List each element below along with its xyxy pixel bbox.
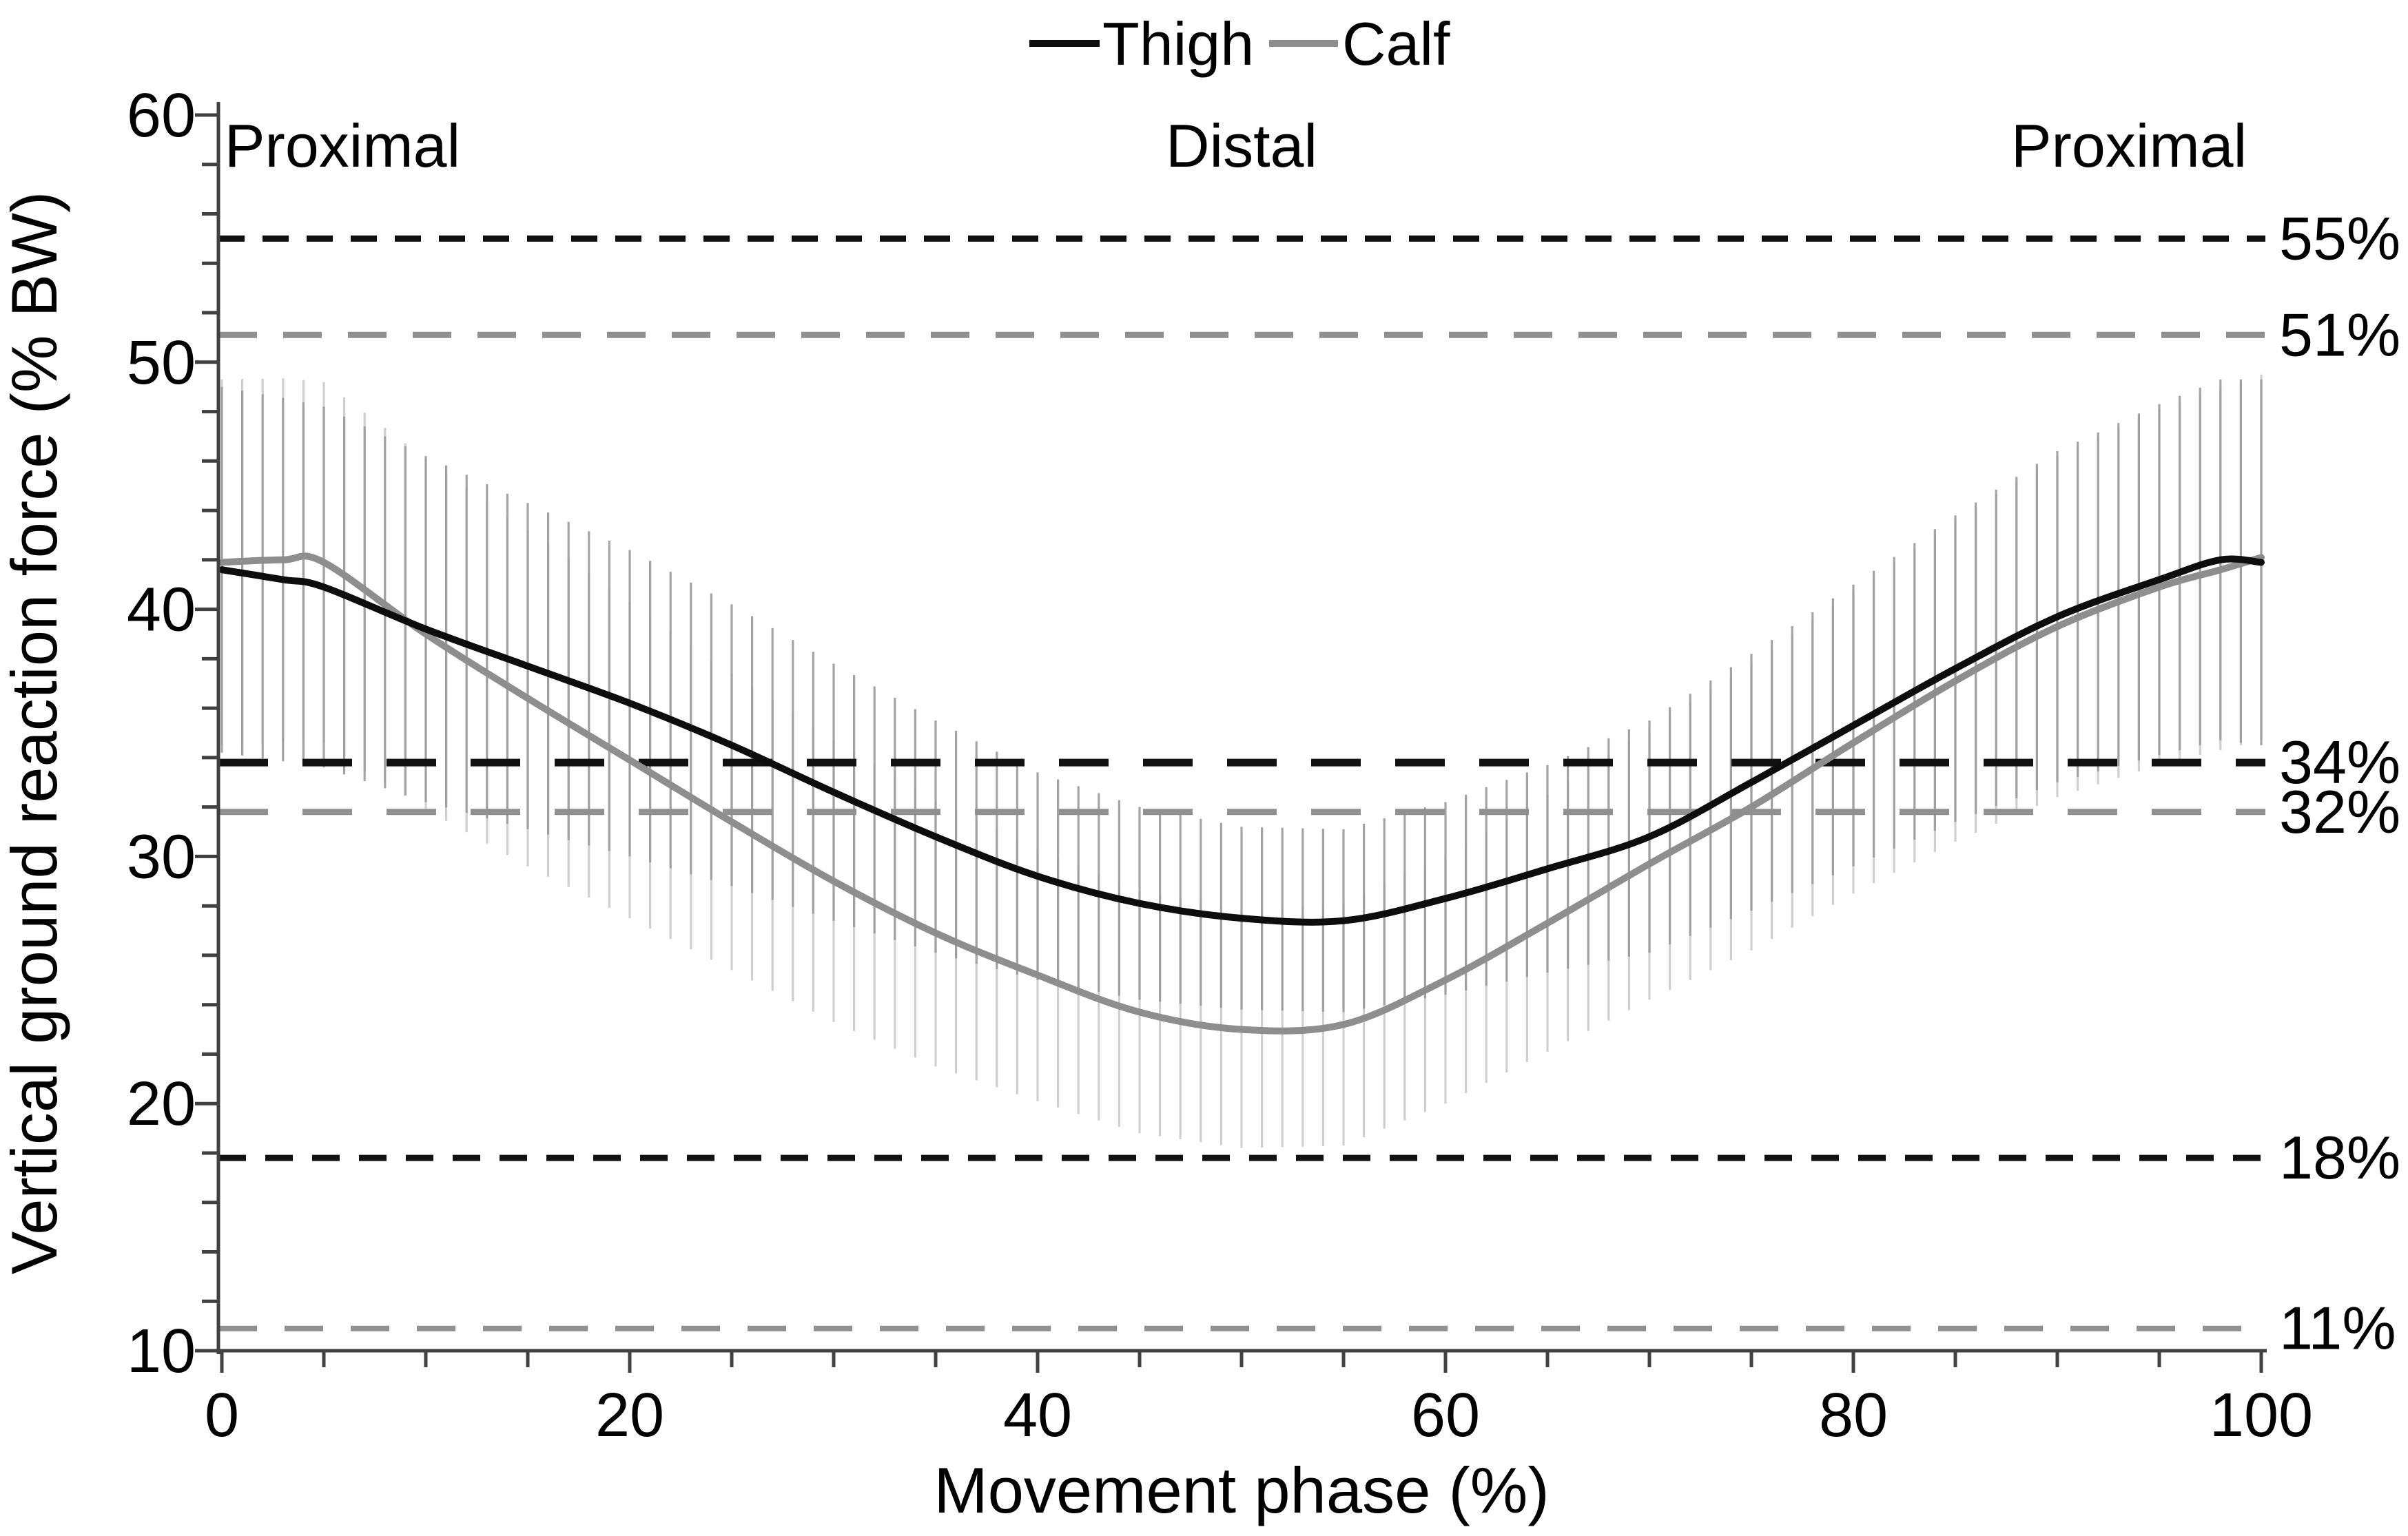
y-axis-title: Vertical ground reaction force (% BW) bbox=[0, 191, 70, 1275]
x-tick-label: 0 bbox=[205, 1381, 239, 1450]
y-tick-label: 40 bbox=[127, 576, 196, 645]
y-tick-label: 10 bbox=[127, 1317, 196, 1386]
region-label-proximal-left: Proximal bbox=[225, 112, 460, 180]
x-tick-label: 40 bbox=[1003, 1381, 1072, 1450]
reference-label-51%: 51% bbox=[2279, 300, 2400, 369]
y-tick-label: 50 bbox=[127, 329, 196, 397]
calf-curve bbox=[218, 552, 2265, 1035]
x-tick-label: 60 bbox=[1411, 1381, 1480, 1450]
x-tick-label: 80 bbox=[1819, 1381, 1888, 1450]
x-tick-label: 100 bbox=[2210, 1381, 2313, 1450]
legend: Thigh Calf bbox=[1029, 10, 1450, 78]
legend-calf-label: Calf bbox=[1342, 10, 1450, 78]
reference-label-55%: 55% bbox=[2279, 204, 2400, 272]
reference-label-32%: 32% bbox=[2279, 778, 2400, 846]
region-label-distal: Distal bbox=[1166, 112, 1317, 180]
tick-labels: 10 20 30 40 50 60 0 20 40 60 80 100 bbox=[127, 81, 2313, 1450]
series-curves bbox=[218, 552, 2265, 1035]
axis-ticks bbox=[195, 113, 2263, 1373]
x-tick-label: 20 bbox=[595, 1381, 664, 1450]
thigh-curve bbox=[218, 555, 2265, 926]
x-axis-title: Movement phase (%) bbox=[934, 1454, 1549, 1526]
y-tick-label: 20 bbox=[127, 1070, 196, 1139]
reference-labels: 55% 51% 34%32% 18% 11% bbox=[2279, 204, 2400, 1362]
reference-lines bbox=[218, 235, 2265, 1331]
reference-label-18%: 18% bbox=[2279, 1123, 2400, 1192]
y-tick-label: 60 bbox=[127, 81, 196, 150]
legend-thigh-label: Thigh bbox=[1102, 10, 1254, 78]
y-tick-label: 30 bbox=[127, 822, 196, 891]
reference-label-11%: 11% bbox=[2279, 1294, 2396, 1362]
region-label-proximal-right: Proximal bbox=[2011, 112, 2247, 180]
reference-label-34%: 34% bbox=[2279, 728, 2400, 796]
axes bbox=[216, 102, 2267, 1354]
